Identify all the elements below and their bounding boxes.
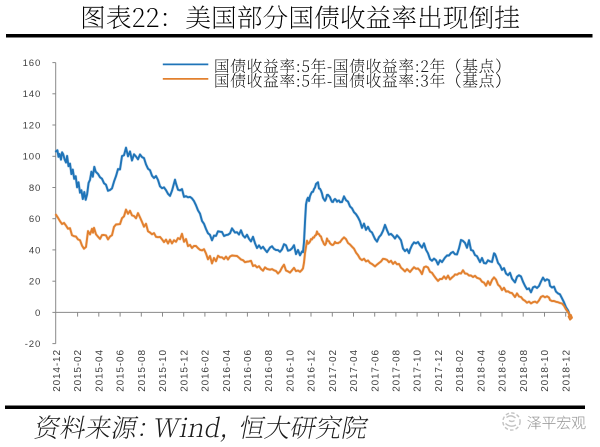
- svg-text:2018-08: 2018-08: [519, 349, 530, 392]
- svg-text:80: 80: [29, 183, 41, 194]
- svg-text:2017-08: 2017-08: [392, 349, 403, 392]
- svg-text:2018-04: 2018-04: [476, 349, 487, 392]
- svg-text:2018-10: 2018-10: [540, 349, 551, 392]
- svg-text:100: 100: [23, 152, 42, 163]
- svg-text:160: 160: [23, 58, 42, 69]
- svg-text:120: 120: [23, 120, 42, 131]
- svg-text:2016-08: 2016-08: [264, 349, 275, 392]
- svg-text:2015-02: 2015-02: [73, 349, 84, 392]
- svg-text:2017-02: 2017-02: [328, 349, 339, 392]
- svg-text:2015-08: 2015-08: [137, 349, 148, 392]
- svg-text:2016-04: 2016-04: [222, 349, 233, 392]
- svg-text:2017-10: 2017-10: [413, 349, 424, 392]
- svg-text:2014-12: 2014-12: [52, 349, 63, 392]
- svg-text:60: 60: [29, 214, 41, 225]
- svg-text:40: 40: [29, 245, 41, 256]
- svg-text:2017-12: 2017-12: [434, 349, 445, 392]
- svg-text:2015-10: 2015-10: [158, 349, 169, 392]
- svg-text:2015-04: 2015-04: [94, 349, 105, 392]
- svg-text:2017-06: 2017-06: [370, 349, 381, 392]
- svg-text:2016-12: 2016-12: [307, 349, 318, 392]
- svg-text:2017-04: 2017-04: [349, 349, 360, 392]
- svg-text:2015-06: 2015-06: [116, 349, 127, 392]
- svg-text:2018-06: 2018-06: [498, 349, 509, 392]
- svg-text:-20: -20: [25, 339, 41, 350]
- svg-text:2018-12: 2018-12: [561, 349, 572, 392]
- svg-text:2016-06: 2016-06: [243, 349, 254, 392]
- svg-text:2016-10: 2016-10: [285, 349, 296, 392]
- svg-text:2018-02: 2018-02: [455, 349, 466, 392]
- svg-text:20: 20: [29, 277, 41, 288]
- svg-text:140: 140: [23, 89, 42, 100]
- svg-text:2016-02: 2016-02: [201, 349, 212, 392]
- svg-text:0: 0: [35, 308, 41, 319]
- svg-text:2015-12: 2015-12: [179, 349, 190, 392]
